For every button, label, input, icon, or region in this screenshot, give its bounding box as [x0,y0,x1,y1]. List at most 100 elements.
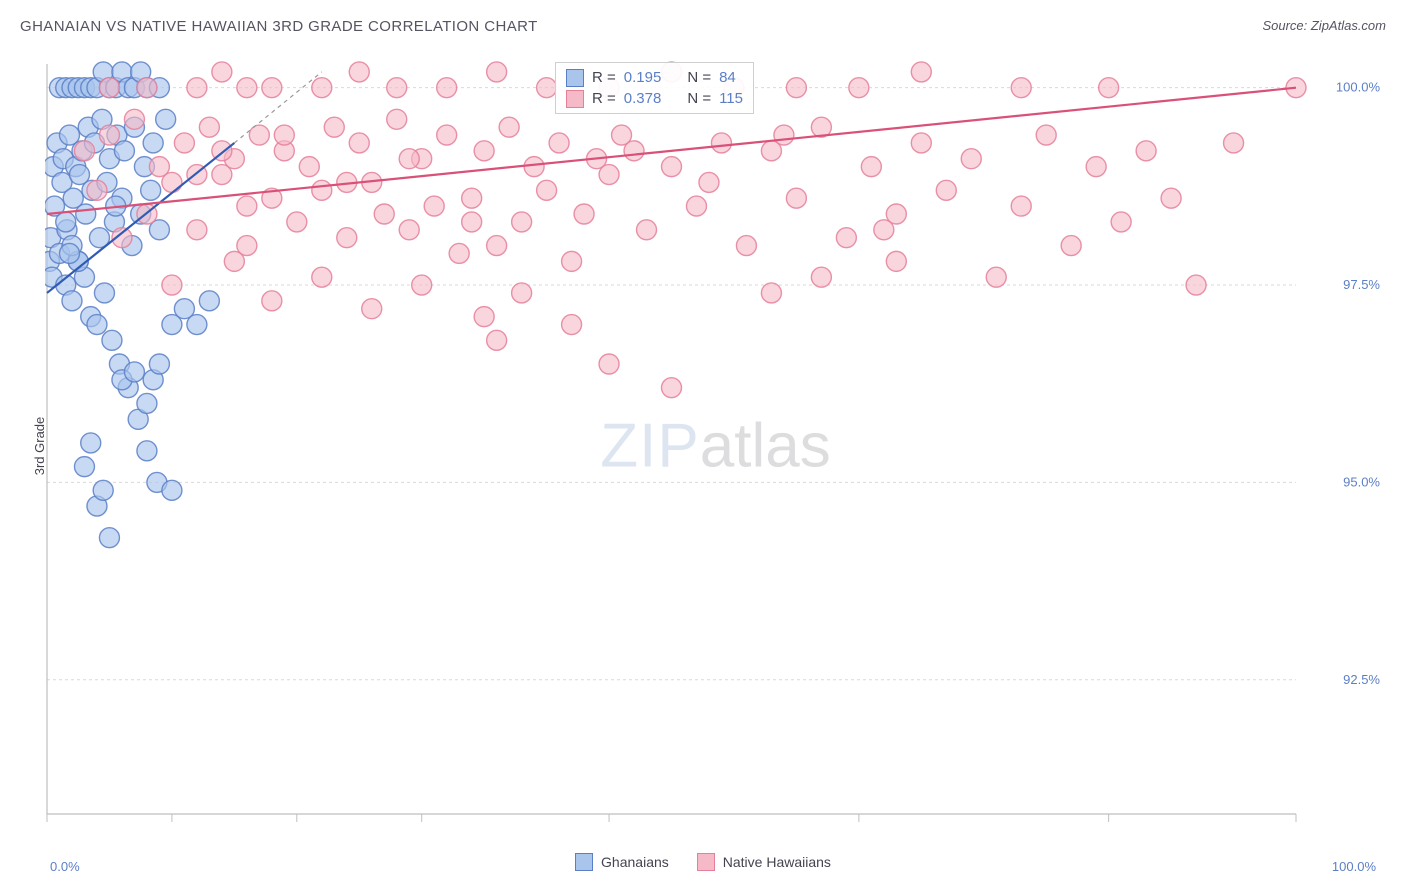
data-point [312,78,332,98]
data-point [74,457,94,477]
data-point [861,157,881,177]
data-point [524,157,544,177]
data-point [274,125,294,145]
data-point [114,141,134,161]
data-point [449,243,469,263]
data-point [187,220,207,240]
swatch-ghanaians [566,69,584,87]
legend-label-native_hawaiians: Native Hawaiians [723,854,831,870]
data-point [249,125,269,145]
data-point [187,315,207,335]
data-point [911,133,931,153]
data-point [761,283,781,303]
data-point [99,125,119,145]
data-point [262,291,282,311]
data-point [911,62,931,82]
legend-swatch-ghanaians [575,853,593,871]
data-point [637,220,657,240]
legend-item-ghanaians: Ghanaians [575,853,669,871]
data-point [312,180,332,200]
data-point [512,283,532,303]
data-point [93,480,113,500]
data-point [59,243,79,263]
data-point [399,220,419,240]
stats-legend: R = 0.195 N = 84R =0.378N =115 [555,62,754,114]
data-point [499,117,519,137]
data-point [512,212,532,232]
data-point [124,362,144,382]
x-axis-max-label: 100.0% [1332,859,1376,874]
data-point [462,212,482,232]
y-tick-label: 92.5% [1343,672,1380,687]
series-legend: Ghanaians Native Hawaiians [0,853,1406,874]
data-point [662,157,682,177]
n-value: 84 [719,67,736,88]
y-tick-label: 100.0% [1336,80,1381,95]
data-point [162,172,182,192]
y-tick-label: 97.5% [1343,277,1380,292]
data-point [87,315,107,335]
data-point [374,204,394,224]
data-point [1061,236,1081,256]
data-point [886,251,906,271]
data-point [99,528,119,548]
r-value: 0.195 [624,67,662,88]
data-point [76,204,96,224]
swatch-native_hawaiians [566,90,584,108]
data-point [786,78,806,98]
series-ghanaians [45,62,219,548]
data-point [1186,275,1206,295]
data-point [599,165,619,185]
data-point [874,220,894,240]
plot-area: ZIPatlas 92.5%95.0%97.5%100.0% [45,60,1386,832]
data-point [662,378,682,398]
data-point [187,78,207,98]
data-point [141,180,161,200]
data-point [1111,212,1131,232]
data-point [474,141,494,161]
chart-title: GHANAIAN VS NATIVE HAWAIIAN 3RD GRADE CO… [20,18,538,35]
data-point [487,236,507,256]
data-point [349,62,369,82]
data-point [624,141,644,161]
data-point [87,180,107,200]
data-point [124,109,144,129]
data-point [537,78,557,98]
n-label: N = [687,88,711,109]
data-point [287,212,307,232]
data-point [1036,125,1056,145]
data-point [986,267,1006,287]
data-point [1099,78,1119,98]
data-point [102,330,122,350]
data-point [686,196,706,216]
data-point [699,172,719,192]
data-point [936,180,956,200]
data-point [237,196,257,216]
data-point [599,354,619,374]
data-point [474,307,494,327]
data-point [224,251,244,271]
data-point [562,251,582,271]
source-attribution: Source: ZipAtlas.com [1262,18,1386,33]
data-point [811,267,831,287]
stats-row-ghanaians: R =0.195N =84 [566,67,743,88]
data-point [137,78,157,98]
legend-swatch-native_hawaiians [697,853,715,871]
data-point [1161,188,1181,208]
data-point [62,291,82,311]
data-point [349,133,369,153]
data-point [849,78,869,98]
data-point [362,299,382,319]
data-point [262,78,282,98]
data-point [537,180,557,200]
data-point [786,188,806,208]
data-point [74,141,94,161]
data-point [437,125,457,145]
stats-row-native_hawaiians: R =0.378N =115 [566,88,743,109]
legend-label-ghanaians: Ghanaians [601,854,669,870]
r-label: R = [592,67,616,88]
data-point [56,212,76,232]
data-point [487,62,507,82]
data-point [312,267,332,287]
r-label: R = [592,88,616,109]
